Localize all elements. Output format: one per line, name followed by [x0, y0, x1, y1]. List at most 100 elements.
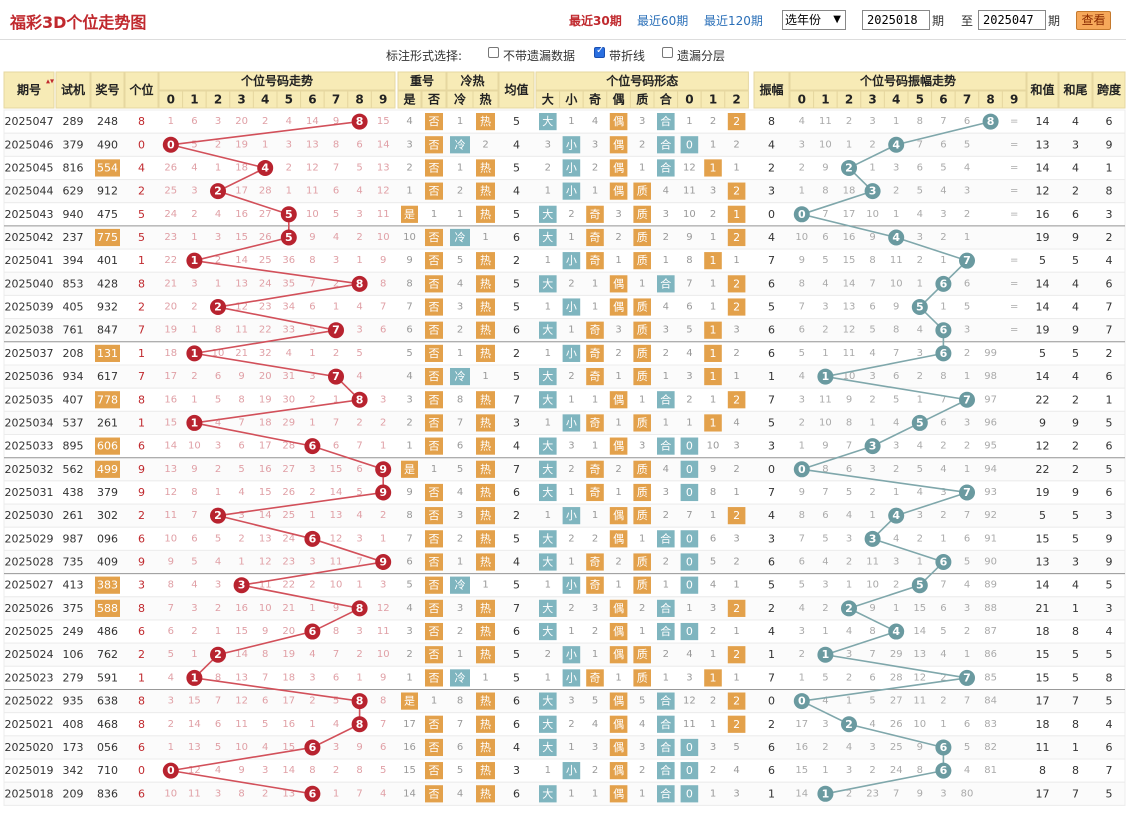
amp-omission: 2 — [940, 672, 946, 683]
trend-omission: 19 — [259, 394, 272, 405]
tail-cell: 5 — [1072, 509, 1079, 522]
amp-omission: 2 — [940, 696, 946, 707]
trend-omission: 10 — [306, 209, 319, 220]
trend-omission: 32 — [259, 348, 272, 359]
no-omission-checkbox[interactable] — [488, 47, 499, 58]
form-omission: 1 — [568, 742, 574, 753]
form-omission: 3 — [639, 116, 645, 127]
sum-cell: 14 — [1036, 579, 1050, 592]
amp-omission: 9 — [869, 603, 875, 614]
form-omission: 2 — [639, 139, 645, 150]
polyline-checkbox[interactable] — [594, 45, 605, 58]
repeat-omission: 4 — [406, 371, 412, 382]
repeat-cell: 否 — [429, 440, 440, 453]
remainder-cell: 1 — [710, 161, 717, 174]
form-cell: 大 — [542, 462, 553, 476]
table-row: 2025047 289 248 8 1 6 3 20 2 4 14 9 15 4 否 1 热 5 大 1 4 偶 3 合 1 2 2… — [3, 109, 1126, 134]
unit-ball — [210, 646, 226, 663]
from-issue-input[interactable]: 2025018 — [862, 10, 930, 30]
amp-omission: 4 — [940, 649, 946, 660]
hotcold-cell: 热 — [480, 556, 491, 569]
table-row: 2025019 342 710 0 12 4 9 3 14 8 2 8 5 15 否 5 热 3 1 小 2 偶 2 合 0 2 4… — [3, 758, 1126, 783]
span-cell: 6 — [1106, 440, 1113, 453]
range-120-link[interactable]: 最近120期 — [704, 14, 763, 28]
tail-cell: 8 — [1072, 718, 1079, 731]
form-tag — [609, 159, 628, 177]
to-issue-label: 期 — [1048, 14, 1061, 28]
form-tag — [633, 460, 651, 478]
trend-omission: 2 — [191, 209, 197, 220]
form-omission: 2 — [733, 139, 739, 150]
form-omission: 4 — [663, 302, 669, 313]
repeat-omission: 6 — [406, 325, 412, 336]
amp-omission: 4 — [846, 510, 852, 521]
repeat-omission: 6 — [406, 557, 412, 568]
amp-cell: 6 — [768, 764, 775, 777]
form-omission: 2 — [710, 765, 716, 776]
amp-ball — [935, 275, 952, 292]
query-button[interactable]: 查看 — [1076, 11, 1111, 30]
trial-cell: 853 — [63, 277, 84, 290]
amp-digit-header: 3 — [868, 93, 876, 107]
issue-col-header[interactable]: 期号 — [17, 82, 41, 97]
amp-omission: 3 — [869, 742, 875, 753]
span-cell: 7 — [1106, 764, 1113, 777]
hotcold-cell: 冷 — [455, 231, 466, 244]
award-cell: 847 — [97, 324, 118, 337]
trend-omission: 12 — [377, 186, 390, 197]
sort-icon[interactable]: ▴▾ — [46, 77, 54, 86]
form-cell: 大 — [542, 114, 553, 128]
amp-omission: 2 — [940, 441, 946, 452]
amp-omission: 9 — [869, 232, 875, 243]
repeat-omission: 5 — [406, 348, 412, 359]
mean-cell: 2 — [513, 347, 520, 360]
amp-omission: 2 — [893, 464, 899, 475]
form-omission: 1 — [545, 348, 551, 359]
amp-omission: 17 — [795, 719, 808, 730]
form-omission: 1 — [639, 788, 645, 799]
trend-omission: 1 — [333, 394, 339, 405]
hotcold-cell: 热 — [480, 787, 491, 800]
amp-omission: 4 — [964, 765, 970, 776]
form-omission: 1 — [686, 417, 692, 428]
mean-cell: 6 — [513, 718, 520, 731]
amp-ball — [817, 785, 834, 802]
trend-omission: 16 — [235, 209, 248, 220]
omission-layer-checkbox[interactable] — [662, 47, 673, 58]
amp-ball — [864, 183, 881, 200]
table-row: 2025038 761 847 7 19 1 8 11 22 33 5 3 6 6 否 2 热 6 大 1 奇 3 质 3 5 1… — [3, 318, 1126, 343]
unit-ball — [304, 623, 321, 640]
unit-ball-label: 9 — [379, 486, 387, 499]
trend-omission: 9 — [238, 371, 244, 382]
form-omission: 2 — [663, 348, 669, 359]
form-cell: 质 — [637, 370, 648, 383]
range-60-link[interactable]: 最近60期 — [637, 14, 689, 28]
trend-omission: 30 — [282, 394, 295, 405]
trend-digit-header: 2 — [214, 93, 222, 107]
range-30-link[interactable]: 最近30期 — [569, 14, 622, 28]
year-select[interactable]: 选年份 ▼ — [782, 10, 846, 30]
form-cell: 奇 — [590, 671, 601, 684]
trend-omission: 11 — [330, 557, 343, 568]
repeat-no-header: 否 — [427, 93, 440, 107]
form-tag — [562, 507, 581, 525]
hotcold-cell: 冷 — [455, 671, 466, 684]
trend-omission: 5 — [356, 487, 362, 498]
repeat-omission: 4 — [406, 116, 412, 127]
trend-omission: 1 — [191, 649, 197, 660]
repeat-cell: 否 — [429, 648, 440, 661]
trend-omission: 2 — [286, 162, 292, 173]
amp-omission: 3 — [846, 533, 852, 544]
trend-omission: 26 — [282, 487, 295, 498]
form-tag — [657, 437, 675, 455]
trend-omission: 2 — [215, 255, 221, 266]
to-issue-input[interactable]: 2025047 — [978, 10, 1046, 30]
hotcold-tag — [476, 785, 495, 803]
remainder-tag — [727, 715, 746, 733]
unit-ball-label: 1 — [191, 254, 199, 267]
trend-omission: 2 — [356, 417, 362, 428]
amp-omission: 16 — [843, 232, 856, 243]
amp-ball — [888, 507, 905, 524]
form-omission: 2 — [592, 162, 598, 173]
repeat-omission: 3 — [406, 394, 412, 405]
